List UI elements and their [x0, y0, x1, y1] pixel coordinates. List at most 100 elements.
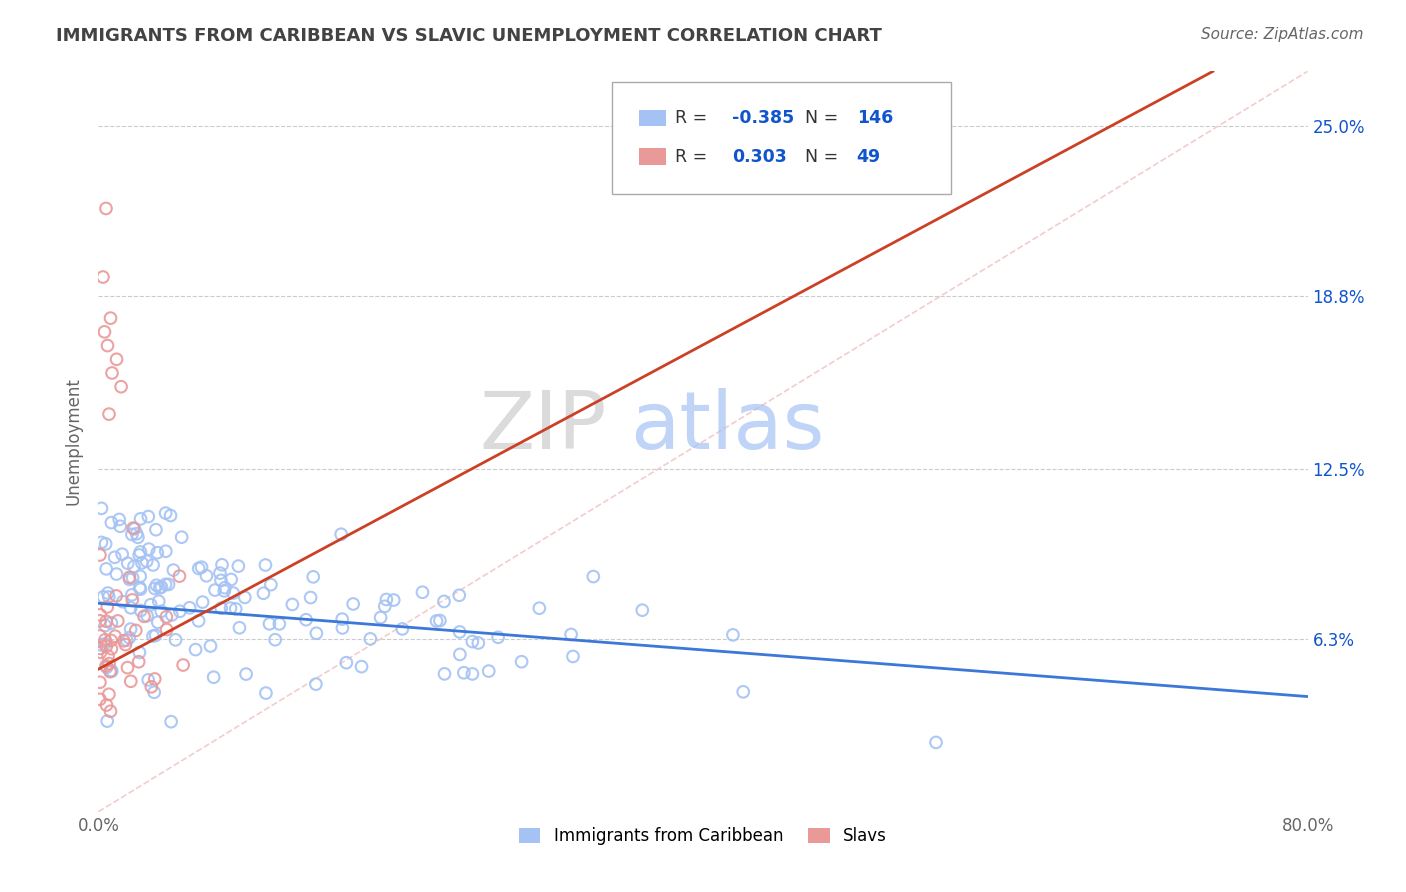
Point — [219, 601, 242, 615]
Point — [104, 629, 127, 643]
Point — [467, 636, 489, 650]
Point — [97, 687, 120, 701]
Point — [96, 714, 118, 728]
Point — [225, 602, 247, 616]
Point — [350, 659, 373, 673]
Point — [160, 607, 183, 622]
Point — [142, 558, 165, 572]
Point — [332, 621, 354, 635]
Point — [259, 616, 281, 631]
Point — [128, 548, 150, 562]
Point — [128, 645, 150, 659]
Point — [195, 568, 218, 582]
Point — [93, 637, 115, 651]
Point — [94, 202, 117, 216]
Point — [235, 667, 257, 681]
Point — [121, 571, 143, 585]
Point — [374, 599, 396, 614]
Point — [146, 615, 169, 630]
FancyBboxPatch shape — [638, 148, 665, 165]
Point — [429, 614, 451, 628]
Point — [129, 569, 152, 583]
Point — [118, 573, 141, 587]
Point — [461, 634, 484, 648]
Point — [190, 560, 212, 574]
Text: R =: R = — [675, 109, 713, 127]
FancyBboxPatch shape — [638, 110, 665, 126]
Point — [136, 509, 159, 524]
Point — [136, 673, 159, 687]
Point — [136, 608, 159, 623]
Point — [148, 594, 170, 608]
Point — [433, 666, 456, 681]
Point — [160, 714, 183, 729]
Point — [105, 352, 128, 367]
Point — [478, 664, 501, 678]
Point — [97, 648, 120, 663]
Point — [560, 627, 582, 641]
Point — [143, 672, 166, 686]
Point — [264, 632, 287, 647]
Point — [260, 577, 283, 591]
Point — [100, 664, 122, 678]
Point — [155, 544, 177, 558]
Point — [132, 609, 155, 624]
Point — [94, 658, 117, 673]
Point — [100, 516, 122, 530]
Point — [159, 508, 181, 523]
Point — [222, 586, 245, 600]
Point — [228, 559, 250, 574]
Point — [139, 598, 162, 612]
Y-axis label: Unemployment: Unemployment — [65, 377, 83, 506]
Point — [108, 519, 131, 533]
Point — [453, 665, 475, 680]
Point — [143, 685, 166, 699]
Point — [91, 270, 114, 285]
Point — [97, 590, 120, 604]
Point — [411, 585, 433, 599]
Point — [107, 614, 129, 628]
Point — [461, 667, 484, 681]
Point — [118, 570, 141, 584]
Point — [157, 577, 180, 591]
Point — [90, 535, 112, 549]
Point — [120, 674, 142, 689]
Point — [631, 603, 654, 617]
Point — [155, 577, 177, 591]
Point — [89, 692, 111, 706]
Point — [125, 526, 148, 541]
Point — [172, 658, 194, 673]
Point — [100, 704, 122, 718]
Point — [89, 548, 111, 562]
Point — [94, 537, 117, 551]
Point — [110, 380, 132, 394]
Point — [100, 664, 122, 678]
Point — [382, 593, 405, 607]
Point — [254, 558, 277, 572]
Point — [89, 675, 111, 690]
Text: R =: R = — [675, 147, 713, 166]
Point — [143, 582, 166, 596]
Point — [117, 661, 139, 675]
Point — [233, 591, 256, 605]
Point — [169, 604, 191, 618]
Point — [562, 649, 585, 664]
Point — [156, 623, 179, 637]
Point — [219, 573, 242, 587]
Point — [299, 591, 322, 605]
Point — [425, 614, 447, 628]
Text: N =: N = — [804, 109, 844, 127]
Text: Source: ZipAtlas.com: Source: ZipAtlas.com — [1201, 27, 1364, 42]
Point — [93, 325, 115, 339]
Point — [145, 523, 167, 537]
Point — [582, 569, 605, 583]
Point — [125, 624, 148, 638]
Point — [281, 598, 304, 612]
Point — [114, 638, 136, 652]
Point — [187, 561, 209, 575]
Point — [149, 581, 172, 595]
Point — [93, 590, 115, 604]
Point — [449, 588, 471, 602]
Point — [100, 633, 122, 648]
Point — [138, 542, 160, 557]
